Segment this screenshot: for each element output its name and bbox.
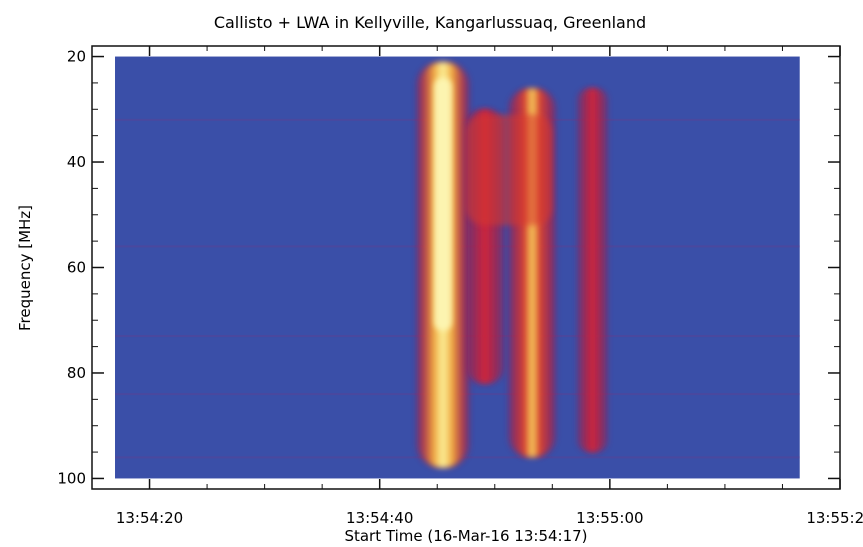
burst-4 bbox=[581, 88, 605, 453]
y-tick-label: 20 bbox=[67, 48, 86, 66]
x-tick-label: 13:55:20 bbox=[806, 509, 863, 527]
y-axis: 20 40 60 80 100 bbox=[57, 48, 840, 487]
chart-title: Callisto + LWA in Kellyville, Kangarluss… bbox=[214, 13, 646, 32]
x-tick-label: 13:54:40 bbox=[346, 509, 413, 527]
x-axis-label: Start Time (16-Mar-16 13:54:17) bbox=[344, 527, 587, 545]
y-tick-label: 100 bbox=[57, 469, 86, 487]
y-tick-label: 80 bbox=[67, 364, 86, 382]
burst-layer bbox=[415, 61, 609, 468]
burst-1-core bbox=[433, 77, 452, 331]
y-tick-label: 60 bbox=[67, 259, 86, 277]
burst-2-3-haze bbox=[466, 114, 553, 226]
y-axis-label: Frequency [MHz] bbox=[16, 205, 34, 331]
x-tick-label: 13:55:00 bbox=[576, 509, 643, 527]
y-tick-label: 40 bbox=[67, 153, 86, 171]
x-axis: 13:54:20 13:54:40 13:55:00 13:55:20 bbox=[91, 46, 863, 527]
x-tick-label: 13:54:20 bbox=[116, 509, 183, 527]
